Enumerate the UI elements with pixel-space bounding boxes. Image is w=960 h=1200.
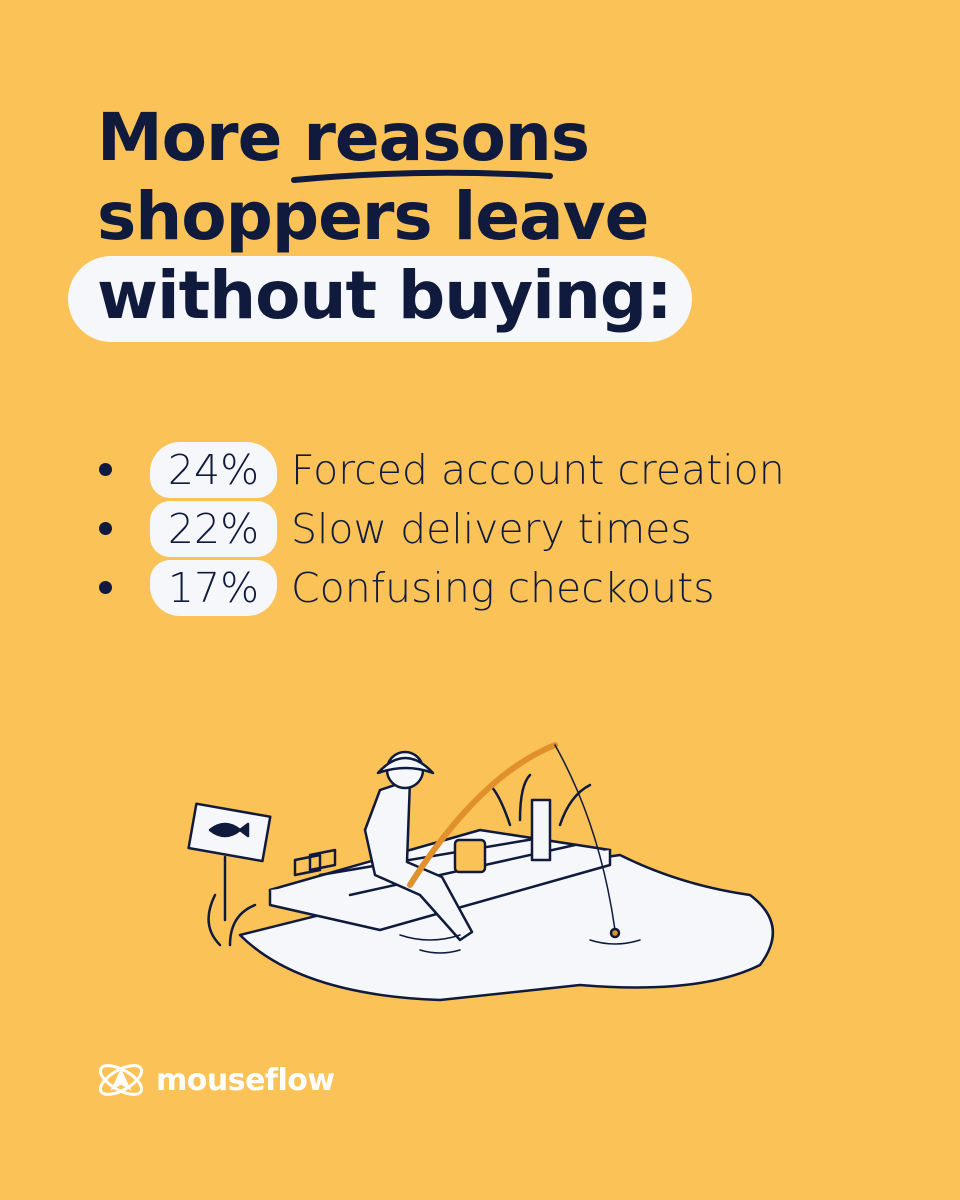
bullet-icon (99, 581, 112, 594)
fishing-illustration (187, 742, 775, 1002)
headline-highlight-pill (68, 256, 692, 342)
list-item: 17% Confusing checkouts (95, 558, 785, 617)
percent-badge: 17% (150, 559, 277, 616)
percent-badge: 22% (150, 500, 277, 557)
bullet-icon (99, 522, 112, 535)
reason-label: Forced account creation (291, 445, 785, 494)
reason-label: Slow delivery times (291, 504, 692, 553)
headline-underline (291, 169, 553, 183)
list-item: 24% Forced account creation (95, 440, 785, 499)
headline-emphasis: reasons (303, 99, 590, 176)
reasons-list: 24% Forced account creation 22% Slow deliv… (95, 440, 785, 617)
list-item: 22% Slow delivery times (95, 499, 785, 558)
headline: More reasons shoppers leave without buyi… (97, 98, 672, 335)
bullet-icon (99, 463, 112, 476)
brand-name: mouseflow (156, 1062, 335, 1098)
headline-line-1: More reasons (97, 99, 590, 176)
percent-badge: 24% (150, 441, 277, 498)
brand-logo: mouseflow (96, 1057, 335, 1103)
mouseflow-atom-logo-icon (98, 1064, 144, 1096)
reason-label: Confusing checkouts (291, 563, 715, 612)
headline-line-2: shoppers leave (97, 178, 649, 255)
headline-line-3: without buying: (97, 257, 672, 334)
